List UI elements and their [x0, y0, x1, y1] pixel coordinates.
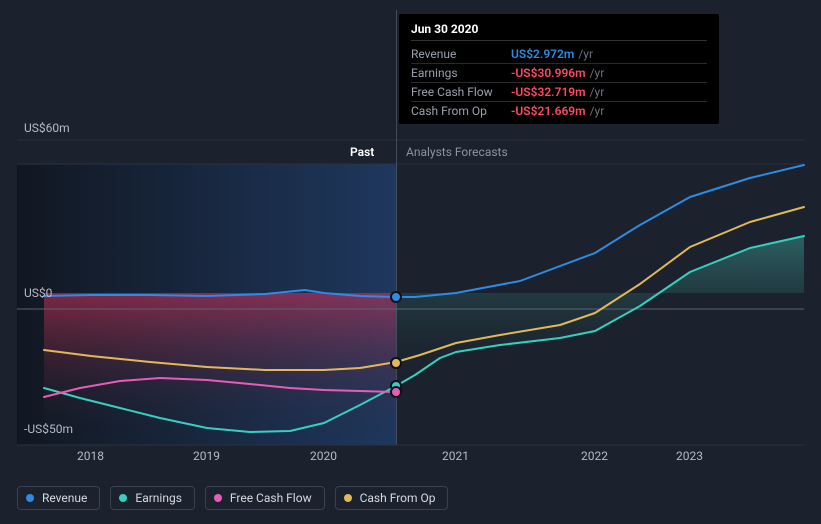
section-label-past: Past: [350, 145, 374, 159]
legend-label: Earnings: [135, 491, 182, 505]
legend-dot: [26, 494, 34, 502]
tooltip-row-label: Earnings: [411, 66, 511, 80]
tooltip-date: Jun 30 2020: [411, 22, 707, 41]
tooltip-row-value: -US$21.669m: [511, 104, 586, 118]
x-axis-label: 2022: [581, 449, 608, 463]
tooltip-row-label: Cash From Op: [411, 104, 511, 118]
x-axis-label: 2020: [310, 449, 337, 463]
x-axis-label: 2018: [77, 449, 104, 463]
legend-item-revenue[interactable]: Revenue: [17, 486, 100, 510]
tooltip-row-value: -US$32.719m: [511, 85, 586, 99]
chart-tooltip: Jun 30 2020 RevenueUS$2.972m/yrEarnings-…: [399, 14, 719, 124]
x-axis-label: 2021: [442, 449, 469, 463]
x-axis-label: 2023: [676, 449, 703, 463]
legend-dot: [344, 494, 352, 502]
legend-item-earnings[interactable]: Earnings: [110, 486, 195, 510]
legend-dot: [214, 494, 222, 502]
tooltip-row: Cash From Op-US$21.669m/yr: [411, 102, 707, 120]
y-axis-label: US$0: [24, 286, 52, 300]
tooltip-row-label: Revenue: [411, 47, 511, 61]
legend-label: Revenue: [42, 491, 87, 505]
chart-legend: Revenue Earnings Free Cash Flow Cash From O…: [17, 486, 448, 510]
tooltip-row-suffix: /yr: [578, 47, 593, 61]
tooltip-row-label: Free Cash Flow: [411, 85, 511, 99]
y-axis-label: US$60m: [24, 121, 70, 135]
legend-label: Cash From Op: [360, 491, 436, 505]
section-label-forecast: Analysts Forecasts: [406, 145, 508, 159]
legend-item-free-cash-flow[interactable]: Free Cash Flow: [205, 486, 325, 510]
y-axis-label: -US$50m: [24, 422, 73, 436]
tooltip-row-suffix: /yr: [590, 85, 605, 99]
tooltip-row-value: US$2.972m: [511, 47, 574, 61]
tooltip-row-value: -US$30.996m: [511, 66, 586, 80]
tooltip-row: Earnings-US$30.996m/yr: [411, 64, 707, 83]
legend-dot: [119, 494, 127, 502]
tooltip-row-suffix: /yr: [590, 66, 605, 80]
earnings-forecast-chart: US$60m US$0 -US$50m 2018 2019 2020 2021 2022 20…: [0, 0, 821, 524]
tooltip-row-suffix: /yr: [590, 104, 605, 118]
tooltip-row: Free Cash Flow-US$32.719m/yr: [411, 83, 707, 102]
tooltip-row: RevenueUS$2.972m/yr: [411, 45, 707, 64]
legend-item-cash-from-op[interactable]: Cash From Op: [335, 486, 449, 510]
x-axis-label: 2019: [193, 449, 220, 463]
legend-label: Free Cash Flow: [230, 491, 312, 505]
